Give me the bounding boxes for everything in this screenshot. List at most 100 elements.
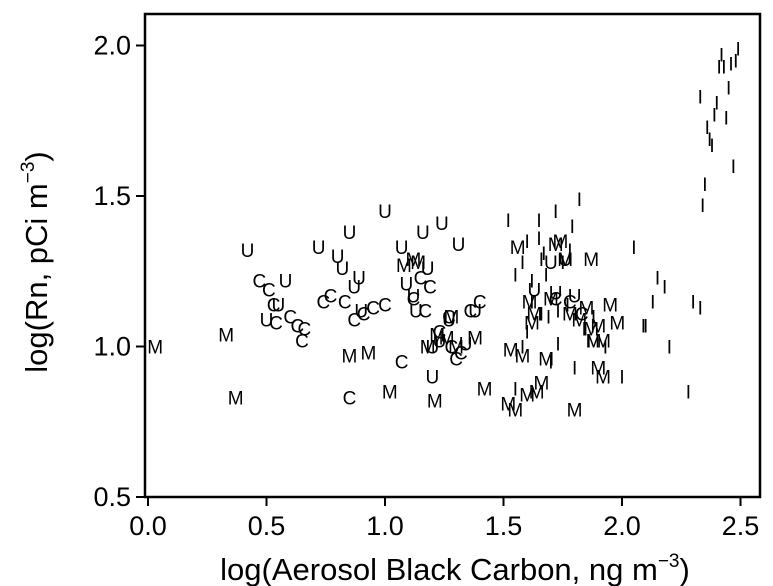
data-point-m: M — [571, 310, 587, 331]
data-point-m: M — [503, 341, 519, 362]
data-point-c: C — [283, 307, 297, 328]
data-point-i: I — [721, 58, 726, 79]
data-point-m: M — [218, 325, 234, 346]
data-point-m: M — [583, 250, 599, 271]
data-point-i: I — [686, 383, 691, 404]
data-point-c: C — [269, 313, 283, 334]
data-point-c: C — [463, 301, 477, 322]
data-point-i: I — [662, 277, 667, 298]
data-point-i: I — [705, 118, 710, 139]
data-point-u: U — [426, 368, 440, 389]
data-point-i: I — [520, 338, 525, 359]
data-point-i: I — [572, 359, 577, 380]
data-point-c: C — [433, 322, 447, 343]
data-point-i: I — [702, 175, 707, 196]
data-point-i: I — [525, 322, 530, 343]
data-point-m: M — [552, 232, 568, 253]
data-point-i: I — [709, 136, 714, 157]
data-point-m: M — [396, 256, 412, 277]
data-point-c: C — [295, 331, 309, 352]
data-point-m: M — [147, 338, 163, 359]
y-tick-label: 2.0 — [93, 31, 131, 61]
x-axis-title: log(Aerosol Black Carbon, ng m−3) — [220, 551, 690, 586]
data-point-m: M — [477, 380, 493, 401]
data-point-m: M — [590, 359, 606, 380]
data-point-u: U — [354, 301, 368, 322]
data-point-i: I — [565, 295, 570, 316]
x-tick-label: 2.5 — [722, 511, 760, 541]
data-point-u: U — [433, 331, 447, 352]
data-point-c: C — [253, 271, 267, 292]
data-point-m: M — [515, 347, 531, 368]
y-tick-label: 1.0 — [93, 332, 131, 362]
data-point-c: C — [418, 301, 432, 322]
data-point-c: C — [442, 307, 456, 328]
data-point-m: M — [595, 331, 611, 352]
data-point-i: I — [539, 304, 544, 325]
data-point-c: C — [563, 292, 577, 313]
data-point-i: I — [567, 241, 572, 262]
data-point-u: U — [279, 271, 293, 292]
data-point-i: I — [520, 253, 525, 274]
data-point-i: I — [735, 40, 740, 61]
data-point-c: C — [395, 353, 409, 374]
data-point-m: M — [567, 401, 583, 422]
data-point-i: I — [733, 52, 738, 73]
data-point-m: M — [548, 235, 564, 256]
data-point-c: C — [407, 289, 421, 310]
data-point-u: U — [468, 301, 482, 322]
data-point-m: M — [427, 392, 443, 413]
data-point-u: U — [407, 286, 421, 307]
data-point-i: I — [643, 316, 648, 337]
data-point-i: I — [513, 380, 518, 401]
data-point-c: C — [575, 304, 589, 325]
data-point-i: I — [591, 307, 596, 328]
data-point-m: M — [382, 383, 398, 404]
data-point-u: U — [260, 310, 274, 331]
y-axis-ticks: 0.5 1.0 1.5 2.0 — [93, 31, 145, 512]
data-point-m: M — [342, 347, 358, 368]
data-point-i: I — [698, 88, 703, 109]
y-tick-label: 1.5 — [93, 181, 131, 211]
data-point-m: M — [360, 344, 376, 365]
data-point-m: M — [467, 328, 483, 349]
data-point-i: I — [728, 55, 733, 76]
data-point-m: M — [562, 304, 578, 325]
data-point-c: C — [444, 338, 458, 359]
y-tick-label: 0.5 — [93, 482, 131, 512]
data-point-m: M — [420, 338, 436, 359]
data-point-i: I — [536, 229, 541, 250]
data-point-u: U — [241, 241, 255, 262]
data-point-i: I — [544, 265, 549, 286]
data-point-i: I — [655, 268, 660, 289]
data-point-u: U — [395, 238, 409, 259]
data-point-c: C — [423, 277, 437, 298]
data-point-i: I — [577, 190, 582, 211]
data-point-i: I — [712, 106, 717, 127]
data-point-u: U — [416, 223, 430, 244]
data-point-i: I — [529, 292, 534, 313]
data-point-u: U — [544, 253, 558, 274]
data-point-i: I — [690, 292, 695, 313]
data-point-m: M — [557, 250, 573, 271]
data-point-m: M — [410, 253, 426, 274]
data-point-i: I — [513, 265, 518, 286]
data-point-m: M — [228, 389, 244, 410]
data-point-u: U — [549, 283, 563, 304]
data-point-c: C — [449, 350, 463, 371]
data-point-c: C — [338, 292, 352, 313]
data-point-i: I — [586, 331, 591, 352]
data-point-c: C — [298, 319, 312, 340]
data-point-i: I — [719, 46, 724, 67]
data-point-c: C — [267, 295, 281, 316]
data-point-u: U — [335, 259, 349, 280]
data-point-u: U — [271, 295, 285, 316]
data-point-m: M — [439, 328, 455, 349]
data-point-m: M — [429, 325, 445, 346]
data-point-u: U — [421, 259, 435, 280]
data-point-c: C — [290, 316, 304, 337]
data-point-i: I — [717, 58, 722, 79]
data-point-m: M — [522, 292, 538, 313]
